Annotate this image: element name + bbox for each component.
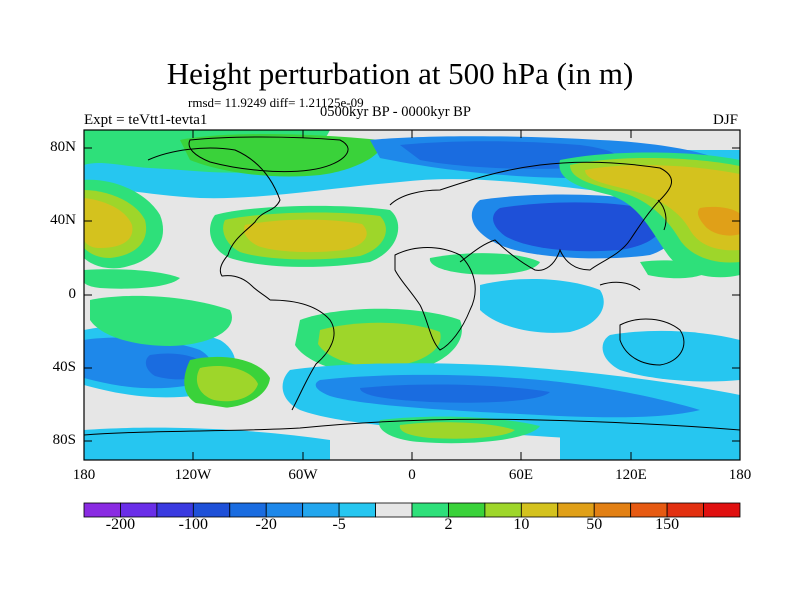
coast-greenland	[188, 136, 349, 173]
colorbar-swatch	[666, 502, 704, 518]
lat-tick-label: 80S	[52, 432, 76, 448]
coast-antarctica	[84, 418, 740, 436]
coast-australia	[619, 318, 685, 366]
lat-tick-label: 40S	[52, 359, 76, 375]
colorbar-swatch	[520, 502, 559, 518]
colorbar-swatch	[338, 502, 376, 518]
field-npac-e-yellow	[585, 165, 740, 251]
field-antarctic-lightblue	[84, 427, 330, 460]
field-asia-blue-inner	[493, 202, 664, 252]
coast-eurasia	[389, 161, 672, 271]
colorbar-swatch	[375, 502, 413, 518]
lat-tick-label: 80N	[50, 139, 76, 155]
colorbar-swatch	[484, 502, 522, 518]
field-antarctic-e-lightblue	[560, 427, 740, 460]
field-satl-yellowgreen	[318, 322, 441, 368]
colorbar-swatch	[411, 502, 449, 518]
colorbar-tick-label: 150	[655, 516, 680, 533]
colorbar-swatch	[703, 502, 741, 518]
field-tropic-pac-green	[640, 260, 710, 279]
plot-title: Height perturbation at 500 hPa (in m)	[166, 56, 634, 91]
lat-tick-label: 40N	[50, 212, 76, 228]
colorbar-swatch	[83, 502, 121, 518]
colorbar-swatch	[302, 502, 340, 518]
colorbar-swatch	[156, 502, 194, 518]
field-greenland-green	[180, 134, 382, 177]
field-npac-e-orange	[697, 206, 740, 236]
field-spac-mid-yellowgreen	[196, 365, 258, 402]
colorbar-swatch	[192, 502, 231, 518]
field-indian-lightblue	[480, 278, 604, 333]
colorbar-swatch	[448, 502, 486, 518]
colorbar-tick-label: -5	[332, 516, 346, 533]
field-tropic-atl-green	[429, 253, 540, 275]
colorbar-tick-label: 10	[513, 516, 530, 533]
axis-ticks	[83, 130, 741, 460]
coast-south-america	[269, 299, 335, 411]
experiment-label: Expt = teVtt1-tevta1	[84, 112, 208, 128]
colorbar	[83, 502, 741, 518]
colorbar-swatch	[229, 502, 267, 518]
lon-tick-label: 180	[728, 467, 752, 483]
field-antarctic-yellowgreen	[399, 422, 515, 439]
lon-tick-label: 0	[408, 467, 416, 483]
colorbar-swatch	[630, 502, 668, 518]
lat-tick-label: 0	[68, 286, 77, 302]
colorbar-tick-label: -100	[178, 516, 208, 533]
lon-tick-label: 180	[72, 467, 96, 483]
coastlines	[84, 136, 740, 436]
period-label: 0500kyr BP - 0000kyr BP	[320, 104, 471, 120]
colorbar-tick-label: -20	[255, 516, 277, 533]
field-sw-pac-lightblue	[602, 330, 740, 382]
colorbar-tick-label: 50	[586, 516, 603, 533]
coast-japan	[657, 199, 667, 231]
colorbar-swatch	[120, 502, 158, 518]
stats-line: rmsd= 11.9249 diff= 1.21125e-09	[188, 95, 364, 110]
field-namer-yellow	[244, 219, 367, 253]
lon-tick-label: 60E	[508, 467, 534, 483]
lon-tick-label: 120W	[174, 467, 212, 483]
field-spac-green	[90, 295, 232, 346]
colorbar-swatch	[265, 502, 304, 518]
contour-field	[84, 130, 740, 460]
lon-tick-label: 60W	[288, 467, 318, 483]
lon-tick-label: 120E	[615, 467, 647, 483]
field-npac-w-yellow	[84, 198, 133, 248]
coast-indonesia	[599, 281, 641, 291]
colorbar-swatch	[557, 502, 595, 518]
field-tropic-e-pac-green	[84, 269, 180, 289]
colorbar-tick-label: -200	[105, 516, 136, 533]
field-southern-ocean-darkblue	[360, 384, 550, 403]
season-label: DJF	[712, 112, 738, 128]
coast-africa	[394, 247, 476, 351]
coast-north-america	[147, 147, 281, 301]
colorbar-tick-label: 2	[444, 516, 453, 533]
colorbar-swatch	[593, 502, 632, 518]
